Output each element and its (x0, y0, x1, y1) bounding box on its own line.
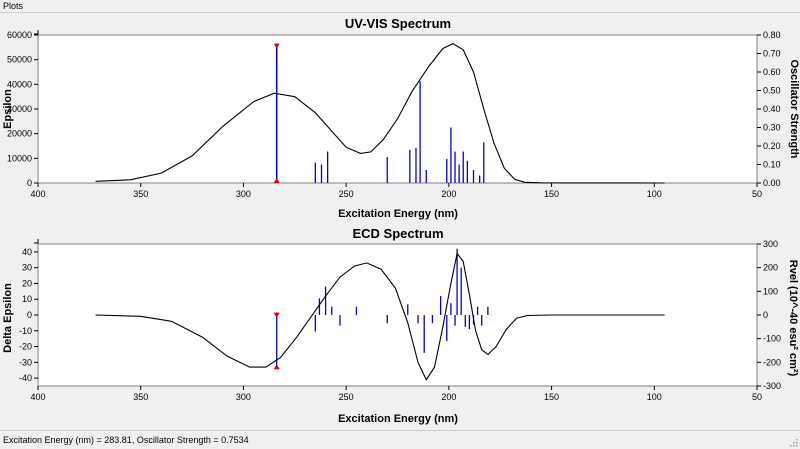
ecd-x-tick-label: 150 (544, 392, 559, 402)
status-bar: Excitation Energy (nm) = 283.81, Oscilla… (0, 430, 800, 449)
ecd-y2-tick-label: 0 (763, 310, 768, 320)
ecd-x-tick-label: 50 (752, 392, 762, 402)
uv-vis-title: UV-VIS Spectrum (345, 16, 451, 31)
uv-y-tick-label: 20000 (7, 129, 32, 139)
uv-y-tick-label: 60000 (7, 30, 32, 40)
uv-y2-tick-label: 0.30 (763, 123, 781, 133)
ecd-spectrum-curve (95, 252, 665, 381)
uv-selection-marker-bottom[interactable] (273, 178, 280, 183)
uv-x-tick-label: 300 (236, 189, 251, 199)
uv-y2-tick-label: 0.10 (763, 160, 781, 170)
window-title: Plots (3, 1, 24, 11)
uv-x-tick-label: 250 (339, 189, 354, 199)
uv-vis-ylabel: Epsilon (2, 89, 14, 129)
ecd-y-tick-label: 0 (27, 310, 32, 320)
uv-selection-marker-top[interactable] (273, 43, 280, 49)
ecd-x-tick-label: 350 (133, 392, 148, 402)
ecd-y-tick-label: 10 (22, 294, 32, 304)
ecd-frame-corner (34, 239, 39, 244)
ecd-y-tick-label: -10 (19, 326, 32, 336)
uv-x-tick-label: 200 (441, 189, 456, 199)
ecd-y-tick-label: 40 (22, 247, 32, 257)
ecd-title: ECD Spectrum (352, 226, 443, 241)
ecd-plot[interactable]: ECD Spectrum Excitation Energy (nm) Delt… (0, 226, 800, 428)
ecd-x-tick-label: 100 (647, 392, 662, 402)
uv-y2-tick-label: 0.80 (763, 30, 781, 40)
uv-x-tick-label: 150 (544, 189, 559, 199)
ecd-chart[interactable]: ECD Spectrum Excitation Energy (nm) Delt… (0, 226, 800, 428)
ecd-x-tick-label: 250 (339, 392, 354, 402)
uv-frame-corner (34, 30, 39, 35)
ecd-ylabel: Delta Epsilon (2, 283, 14, 353)
ecd-xlabel: Excitation Energy (nm) (338, 413, 458, 425)
uv-y2-tick-label: 0.20 (763, 141, 781, 151)
uv-vis-chart[interactable]: UV-VIS Spectrum Excitation Energy (nm) E… (0, 13, 800, 223)
uv-vis-xlabel: Excitation Energy (nm) (338, 208, 458, 220)
uv-x-tick-label: 100 (647, 189, 662, 199)
resize-grip-icon[interactable] (788, 437, 798, 447)
uv-y-tick-label: 10000 (7, 153, 32, 163)
ecd-y-tick-label: -30 (19, 357, 32, 367)
uv-vis-y2label: Oscillator Strength (788, 59, 800, 158)
ecd-x-tick-label: 200 (441, 392, 456, 402)
ecd-selection-marker-top[interactable] (273, 312, 280, 318)
ecd-x-tick-label: 400 (30, 392, 45, 402)
ecd-x-tick-label: 300 (236, 392, 251, 402)
uv-y2-tick-label: 0.40 (763, 104, 781, 114)
uv-y2-tick-label: 0.50 (763, 86, 781, 96)
uv-spectrum-curve (95, 42, 665, 184)
ecd-y2-tick-label: -100 (763, 334, 781, 344)
uv-y2-tick-label: 0.00 (763, 178, 781, 188)
uv-x-tick-label: 400 (30, 189, 45, 199)
uv-y2-tick-label: 0.60 (763, 67, 781, 77)
uv-y-tick-label: 30000 (7, 104, 32, 114)
uv-y2-tick-label: 0.70 (763, 49, 781, 59)
ecd-y2label: Rvel (10^-40 esu² cm²) (787, 260, 799, 377)
uv-y-tick-label: 50000 (7, 55, 32, 65)
uv-y-tick-label: 40000 (7, 79, 32, 89)
ecd-y-tick-label: 30 (22, 263, 32, 273)
uv-x-tick-label: 50 (752, 189, 762, 199)
ecd-y-tick-label: -40 (19, 373, 32, 383)
status-text: Excitation Energy (nm) = 283.81, Oscilla… (3, 435, 249, 445)
ecd-y2-tick-label: 100 (763, 286, 778, 296)
uv-x-tick-label: 350 (133, 189, 148, 199)
uv-y-tick-label: 0 (27, 178, 32, 188)
ecd-y-tick-label: -20 (19, 342, 32, 352)
uv-plot-area[interactable] (37, 34, 758, 184)
ecd-y-tick-label: 20 (22, 278, 32, 288)
ecd-y2-tick-label: -200 (763, 357, 781, 367)
ecd-y2-tick-label: 200 (763, 263, 778, 273)
ecd-y2-tick-label: 300 (763, 239, 778, 249)
ecd-y2-tick-label: -300 (763, 381, 781, 391)
uv-vis-plot[interactable]: UV-VIS Spectrum Excitation Energy (nm) E… (0, 13, 800, 223)
window-titlebar: Plots (0, 0, 800, 13)
ecd-selection-marker-bottom[interactable] (273, 364, 280, 370)
